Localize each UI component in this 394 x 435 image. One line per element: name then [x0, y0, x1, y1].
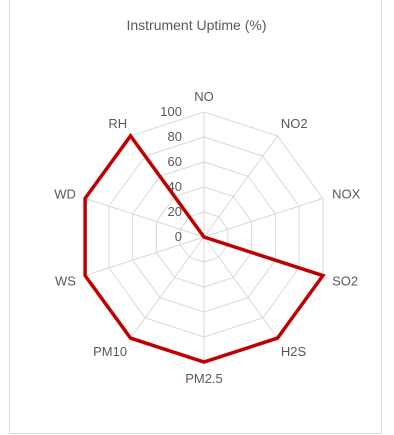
radial-tick-label: 80: [168, 129, 182, 144]
chart-area: Instrument Uptime (%): [9, 0, 382, 434]
category-label: RH: [108, 116, 127, 131]
category-label: NOX: [332, 186, 361, 201]
series-layer: [83, 132, 326, 364]
radial-tick-label: 60: [168, 154, 182, 169]
series-line-0: [83, 132, 326, 364]
category-label: WS: [55, 274, 76, 289]
category-labels: NO NO2 NOX SO2 H2S PM2.5 PM10 WS WD RH: [54, 89, 360, 386]
spoke-2: [203, 197, 324, 238]
spoke-4: [203, 236, 278, 339]
spoke-1: [203, 135, 278, 238]
spoke-8: [84, 197, 205, 238]
chart-title: Instrument Uptime (%): [126, 17, 267, 33]
category-label: SO2: [332, 274, 358, 289]
radial-tick-label: 20: [168, 204, 182, 219]
radial-tick-label: 100: [160, 104, 182, 119]
radial-tick-label: 0: [175, 229, 182, 244]
category-label: WD: [54, 186, 76, 201]
category-label: H2S: [281, 344, 307, 359]
spoke-6: [130, 236, 205, 339]
category-label: NO2: [281, 116, 308, 131]
category-label: PM10: [93, 344, 127, 359]
category-label: NO: [194, 89, 214, 104]
category-label: PM2.5: [185, 371, 223, 386]
spoke-7: [84, 236, 205, 277]
